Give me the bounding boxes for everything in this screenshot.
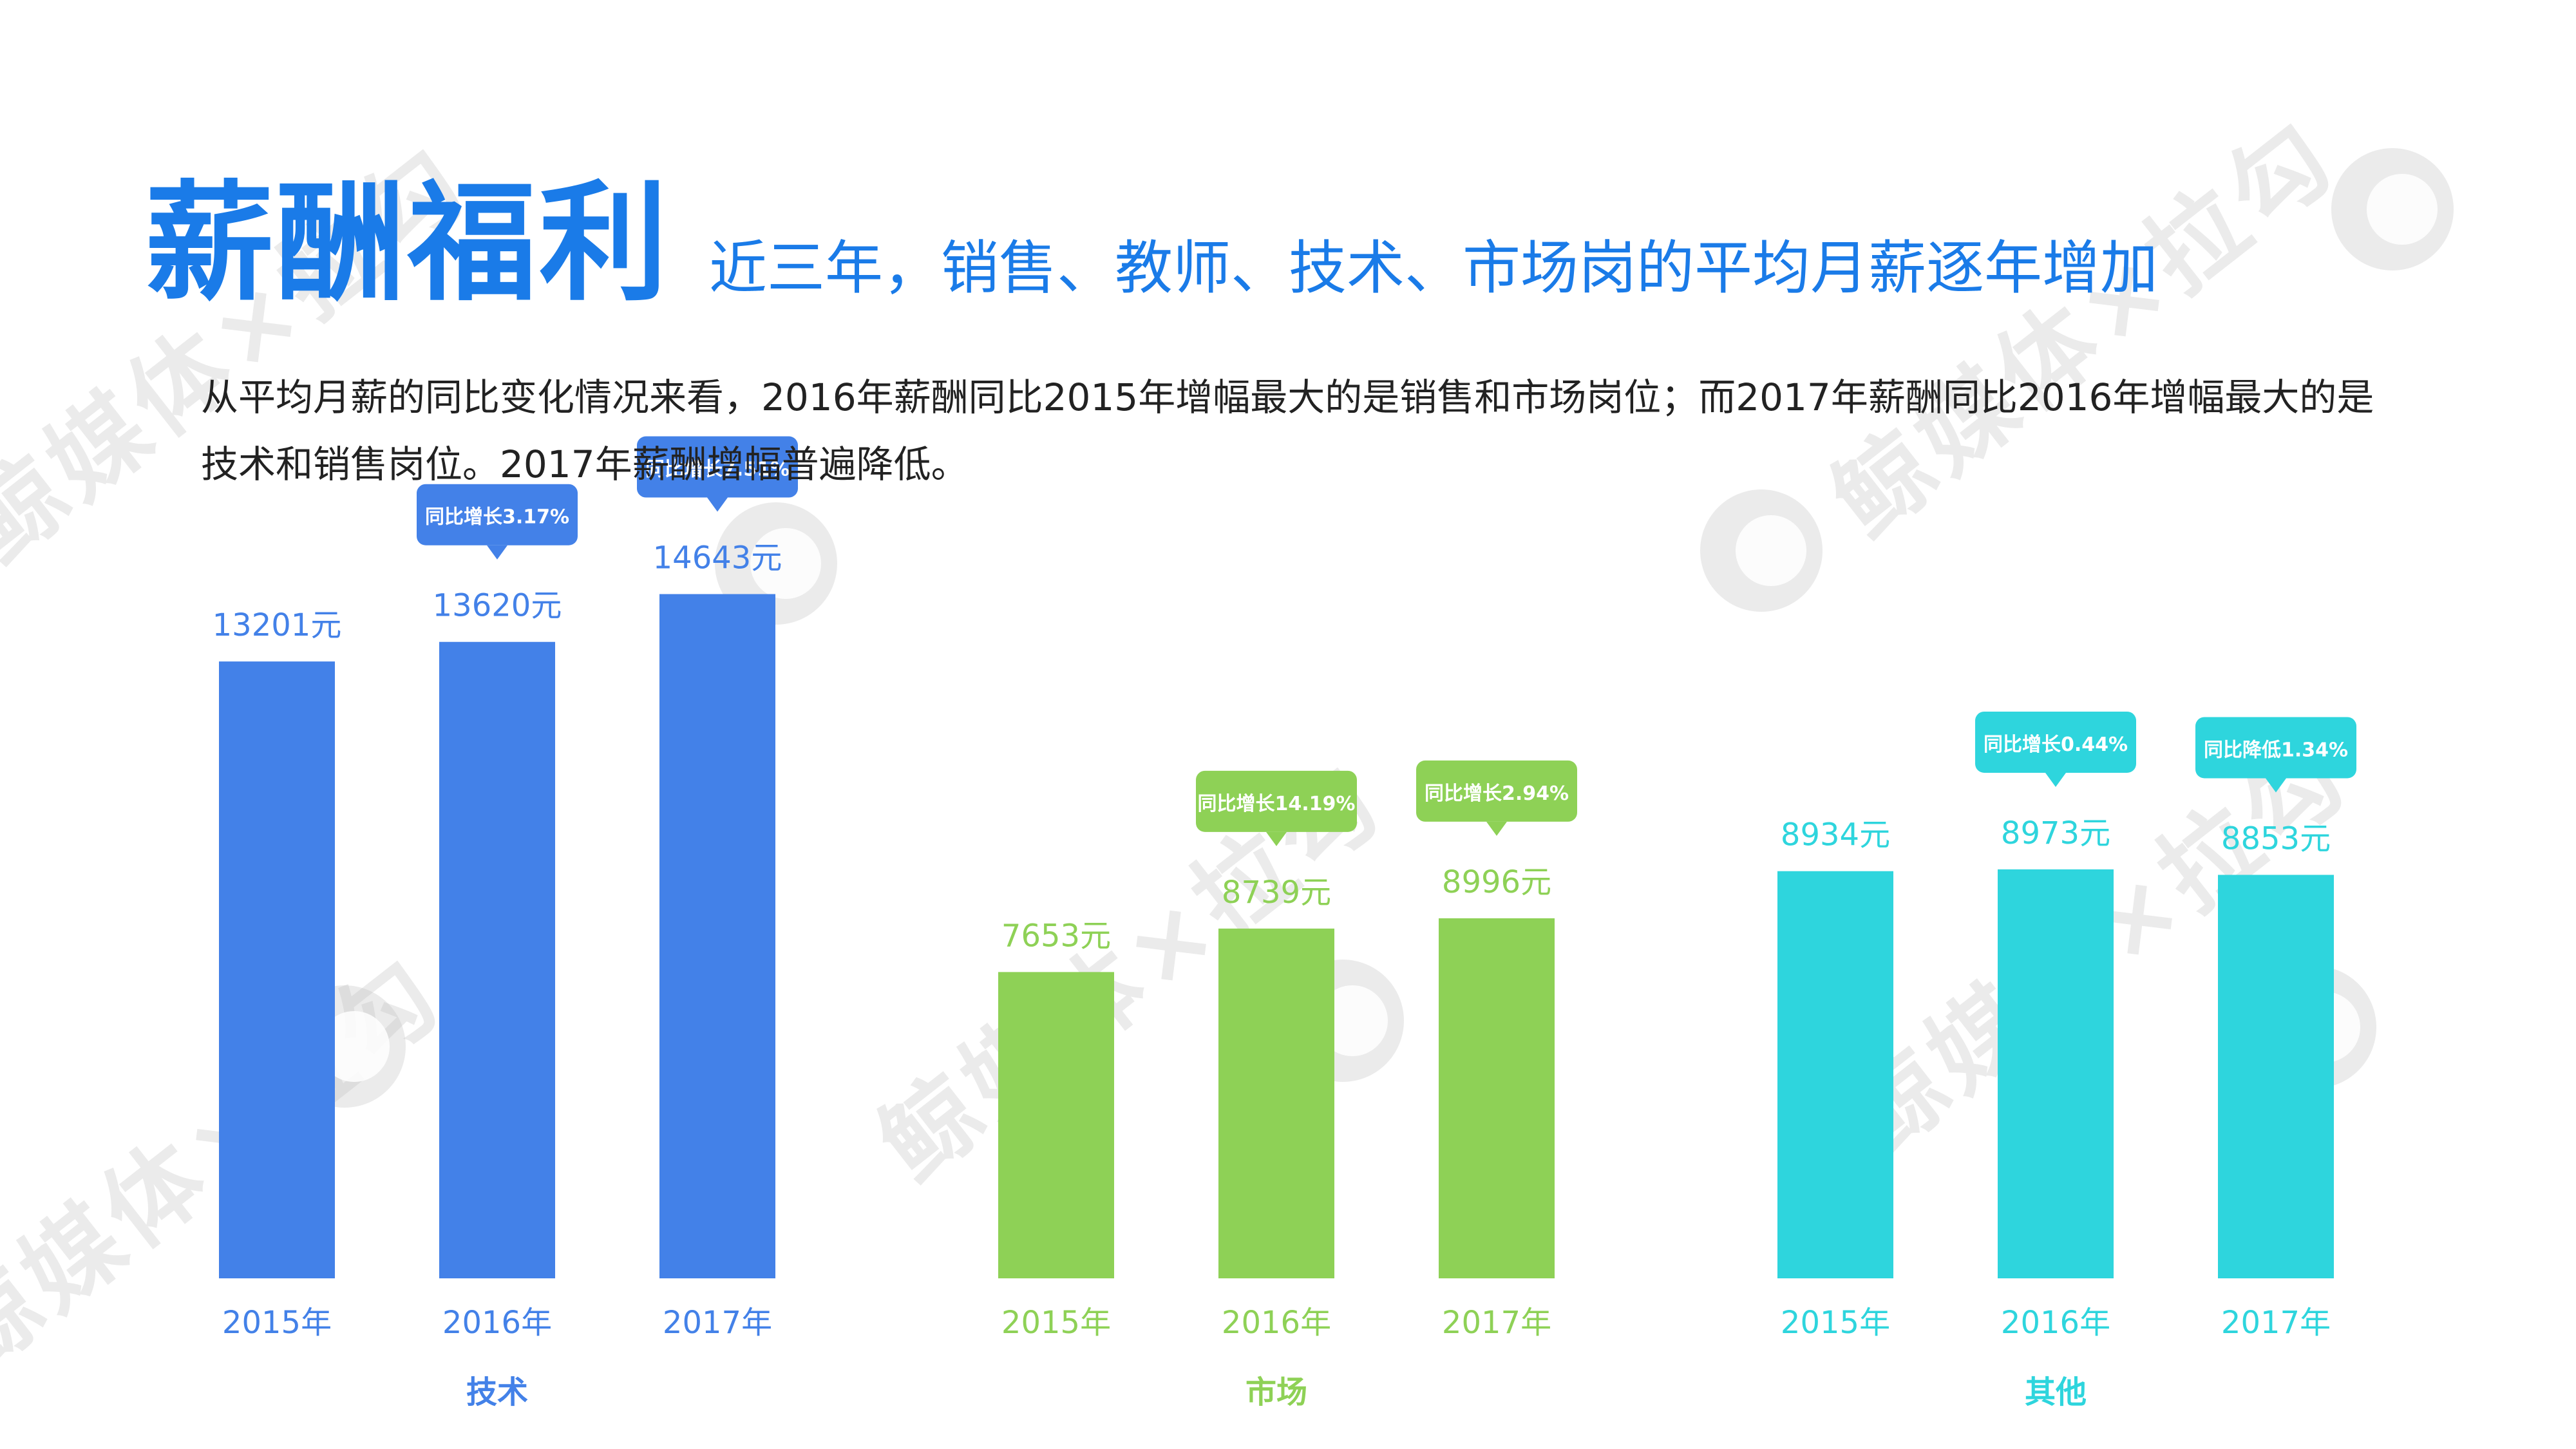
callout-bubble	[2195, 717, 2356, 779]
callout-pointer	[2045, 772, 2066, 787]
x-tick-label: 2015年	[222, 1305, 332, 1341]
callout-bubble	[1196, 770, 1357, 832]
callout-bubble	[1416, 760, 1577, 822]
bar-value-label: 13201元	[213, 607, 342, 643]
bar	[1218, 928, 1334, 1278]
callout-pointer	[1486, 821, 1507, 836]
bar	[998, 972, 1114, 1278]
bar-value-label: 13620元	[433, 588, 562, 624]
callout-pointer	[707, 497, 728, 512]
x-tick-label: 2015年	[1781, 1305, 1890, 1341]
callout-label: 同比增长3.17%	[425, 506, 569, 529]
bar	[659, 594, 775, 1278]
bar-value-label: 8996元	[1442, 864, 1551, 900]
bar	[439, 641, 555, 1278]
bar-value-label: 8853元	[2221, 820, 2331, 857]
header: 薪酬福利 近三年，销售、教师、技术、市场岗的平均月薪逐年增加	[145, 138, 2158, 325]
callout-pointer	[2266, 778, 2286, 793]
callout-label: 同比增长14.19%	[1198, 793, 1356, 815]
description-text: 从平均月薪的同比变化情况来看，2016年薪酬同比2015年增幅最大的是销售和市场…	[201, 375, 2374, 486]
bar-value-label: 8934元	[1781, 817, 1890, 853]
group-label: 市场	[1245, 1374, 1307, 1410]
bar	[2218, 875, 2334, 1278]
page-subtitle: 近三年，销售、教师、技术、市场岗的平均月薪逐年增加	[709, 234, 2159, 302]
x-tick-label: 2015年	[1001, 1305, 1111, 1341]
callout-label: 同比增长2.94%	[1425, 782, 1569, 805]
bar	[219, 661, 335, 1278]
bar	[1439, 918, 1555, 1278]
x-tick-label: 2017年	[1442, 1305, 1551, 1341]
x-tick-label: 2017年	[663, 1305, 772, 1341]
callout-label: 同比增长0.44%	[1984, 734, 2128, 756]
x-tick-label: 2016年	[442, 1305, 552, 1341]
group-label: 其他	[2025, 1374, 2087, 1410]
callout-bubble	[417, 484, 578, 545]
x-tick-label: 2017年	[2221, 1305, 2331, 1341]
callout-bubble	[637, 436, 798, 498]
page-title: 薪酬福利	[145, 169, 671, 319]
x-tick-label: 2016年	[2001, 1305, 2110, 1341]
bar-value-label: 8739元	[1222, 875, 1331, 911]
bar	[1998, 869, 2114, 1278]
bar-value-label: 7653元	[1001, 918, 1111, 954]
callout-pointer	[1266, 831, 1287, 846]
bar-value-label: 14643元	[653, 540, 782, 576]
callout-label: 同比增长7.51%	[645, 459, 790, 481]
group-label: 技术	[466, 1374, 528, 1410]
bar	[1777, 871, 1893, 1278]
callout-bubble	[1975, 711, 2136, 773]
callout-pointer	[487, 545, 507, 560]
callout-label: 同比降低1.34%	[2204, 739, 2348, 761]
bar-value-label: 8973元	[2001, 815, 2110, 851]
x-tick-label: 2016年	[1222, 1305, 1331, 1341]
